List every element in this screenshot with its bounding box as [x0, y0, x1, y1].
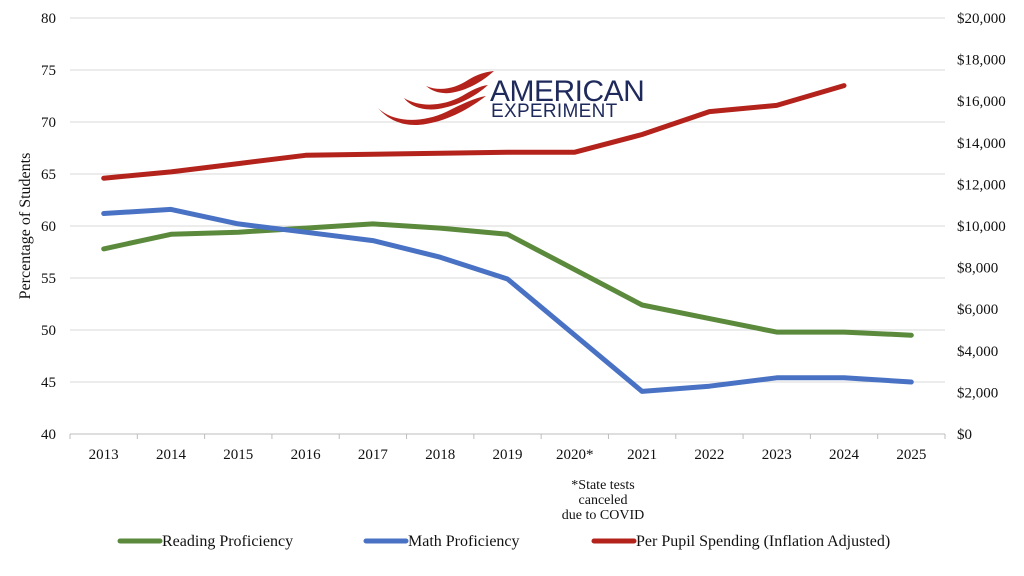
- left-tick-label: 40: [41, 427, 56, 443]
- x-tick-label: 2016: [291, 447, 322, 463]
- legend-item-math: Math Proficiency: [363, 533, 520, 550]
- flag-swoosh-icon: [378, 71, 494, 126]
- legend-label-reading: Reading Proficiency: [162, 533, 293, 550]
- x-axis-ticks: 2013 2014 2015 2016 2017 2018 2019 2020* 2021 202…: [69, 434, 946, 463]
- legend-label-spending: Per Pupil Spending (Inflation Adjusted): [636, 533, 890, 550]
- right-tick-label: $4,000: [957, 344, 998, 360]
- left-tick-label: 70: [41, 115, 56, 131]
- note-line-3: due to COVID: [562, 508, 644, 523]
- left-axis-ticks: 40 45 50 55 60 65 70 75 80: [41, 11, 56, 443]
- series-lines: [101, 83, 914, 394]
- logo-line-2: EXPERIMENT: [491, 101, 618, 122]
- x-tick-label: 2017: [358, 447, 389, 463]
- right-tick-label: $0: [957, 427, 972, 443]
- note-line-2: canceled: [579, 493, 628, 508]
- left-tick-label: 80: [41, 11, 56, 27]
- x-tick-label: 2025: [896, 447, 926, 463]
- left-tick-label: 60: [41, 219, 56, 235]
- x-tick-label: 2014: [156, 447, 187, 463]
- legend-item-spending: Per Pupil Spending (Inflation Adjusted): [591, 533, 890, 550]
- x-tick-label: 2019: [493, 447, 523, 463]
- right-axis-ticks: $0 $2,000 $4,000 $6,000 $8,000 $10,000 $12,000…: [957, 11, 1006, 443]
- right-tick-label: $14,000: [957, 136, 1006, 152]
- series-line-per: [101, 83, 847, 181]
- right-tick-label: $16,000: [957, 94, 1006, 110]
- x-tick-label: 2013: [89, 447, 119, 463]
- x-tick-label: 2018: [425, 447, 455, 463]
- right-tick-label: $8,000: [957, 261, 998, 277]
- x-tick-label: 2024: [829, 447, 860, 463]
- covid-note: *State tests canceled due to COVID: [562, 478, 644, 523]
- series-line-math: [101, 206, 914, 394]
- american-experiment-logo: AMERICAN EXPERIMENT: [378, 71, 645, 126]
- left-tick-label: 45: [41, 375, 56, 391]
- note-line-1: *State tests: [571, 478, 634, 493]
- x-tick-label: 2022: [694, 447, 724, 463]
- left-tick-label: 50: [41, 323, 56, 339]
- y-axis-title: Percentage of Students: [17, 153, 34, 300]
- x-tick-label: 2020*: [556, 447, 594, 463]
- left-tick-label: 75: [41, 63, 56, 79]
- legend-item-reading: Reading Proficiency: [117, 533, 293, 550]
- series-line-reading: [101, 221, 914, 338]
- legend-label-math: Math Proficiency: [408, 533, 520, 550]
- left-tick-label: 55: [41, 271, 56, 287]
- x-tick-label: 2021: [627, 447, 657, 463]
- right-tick-label: $10,000: [957, 219, 1006, 235]
- x-tick-label: 2023: [762, 447, 792, 463]
- legend: Reading Proficiency Math Proficiency Per…: [117, 533, 890, 550]
- right-tick-label: $2,000: [957, 385, 998, 401]
- grid-lines: [70, 17, 945, 435]
- x-tick-label: 2015: [223, 447, 253, 463]
- right-tick-label: $20,000: [957, 11, 1006, 27]
- logo-line-1: AMERICAN: [490, 75, 644, 108]
- right-tick-label: $12,000: [957, 177, 1006, 193]
- left-tick-label: 65: [41, 167, 56, 183]
- right-tick-label: $18,000: [957, 53, 1006, 69]
- right-tick-label: $6,000: [957, 302, 998, 318]
